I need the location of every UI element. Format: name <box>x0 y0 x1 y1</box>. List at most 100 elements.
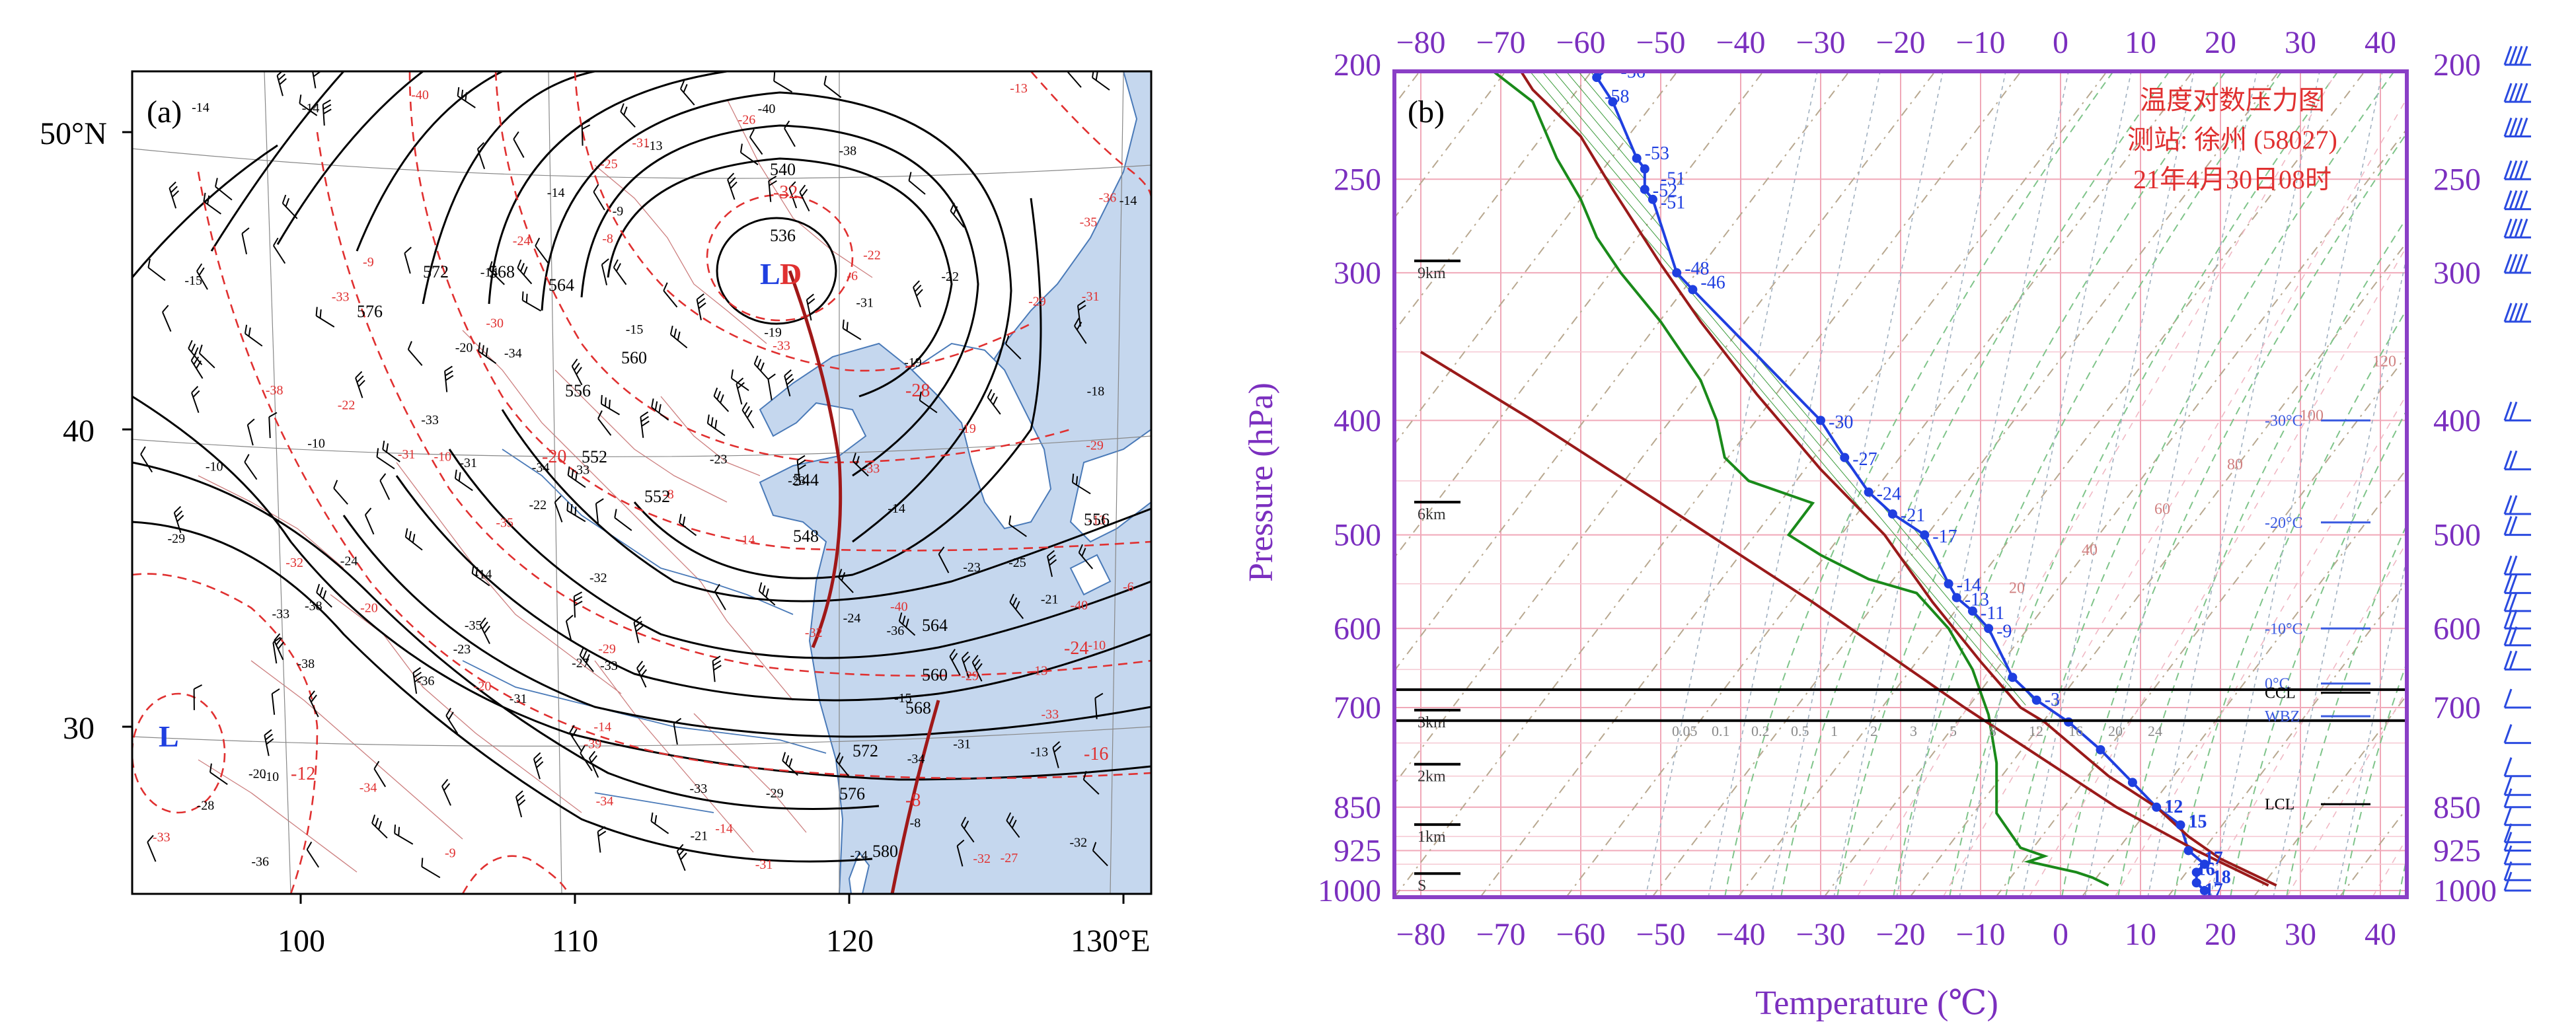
sounding-wind-barb <box>2503 592 2531 612</box>
wind-barb <box>633 616 644 643</box>
sounding-wind-barb <box>2503 555 2531 575</box>
sounding-value-label: -58 <box>1605 87 1629 107</box>
mixing-ratio-label: 3 <box>1910 723 1917 739</box>
y-tick-left: 250 <box>1334 162 1381 197</box>
wind-barb <box>614 509 632 531</box>
wind-barb <box>908 172 926 195</box>
height-contour-568 <box>210 71 1151 738</box>
wind-barb <box>333 480 348 505</box>
y-tick-left: 300 <box>1334 256 1381 291</box>
x-tick-top: −20 <box>1875 25 1925 60</box>
station-value: -9 <box>363 255 374 270</box>
level-marker: CCL <box>2265 684 2296 702</box>
station-value: -24 <box>340 554 358 568</box>
wind-barb <box>476 142 486 170</box>
wind-barb <box>1009 593 1024 620</box>
sounding-wind-barb <box>2503 118 2531 138</box>
sounding-value-label: 12 <box>2164 797 2183 817</box>
wind-barb <box>768 175 777 202</box>
wind-barb <box>299 94 318 116</box>
sounding-value-label: -53 <box>1645 143 1669 164</box>
height-marker: 2km <box>1418 768 1446 786</box>
x-tick-bottom: 30 <box>2285 917 2316 952</box>
wind-barb <box>1091 71 1110 91</box>
y-tick-right: 500 <box>2433 518 2481 553</box>
wind-barb <box>773 72 793 93</box>
sounding-value-label: -21 <box>1901 505 1925 526</box>
wind-barb <box>823 75 842 98</box>
wind-barb <box>404 528 423 551</box>
sounding-value-label: -14 <box>1957 575 1981 595</box>
sounding-point <box>1967 606 1977 616</box>
station-value: -31 <box>510 692 527 706</box>
station-value: -13 <box>1030 745 1048 760</box>
wind-barb <box>581 120 591 146</box>
wind-barb <box>471 564 490 587</box>
station-value: -36 <box>417 674 435 688</box>
station-value: -34 <box>907 752 925 766</box>
wind-barb <box>517 259 533 285</box>
sounding-point <box>1608 97 1618 107</box>
station-value: -13 <box>1030 663 1048 678</box>
x-tick-top: −40 <box>1716 25 1765 60</box>
wind-barb <box>478 342 497 364</box>
y-tick-right: 925 <box>2433 833 2481 868</box>
height-contour-label: 576 <box>839 784 865 803</box>
wind-barb <box>919 391 938 414</box>
wind-barb <box>696 293 706 320</box>
station-value: -29 <box>766 786 784 801</box>
low-center-label-sw: L <box>159 719 179 753</box>
wind-barb <box>597 826 607 853</box>
skewt-title-line-3: 21年4月30日08时 <box>2133 165 2331 194</box>
wind-barb <box>412 667 423 694</box>
station-value: -14 <box>1119 194 1137 208</box>
x-tick-top: 0 <box>2053 25 2068 60</box>
mixing-ratio-label: 0.1 <box>1712 723 1730 739</box>
sounding-wind-barb <box>2503 218 2531 238</box>
level-marker: WBZ <box>2265 708 2300 725</box>
y-tick-right: 250 <box>2433 162 2481 197</box>
station-value: -14 <box>480 266 498 280</box>
wind-barb <box>651 398 669 421</box>
sounding-value-label: -11 <box>1981 603 2004 624</box>
wind-barb <box>1005 335 1022 360</box>
station-value: -40 <box>758 102 776 116</box>
wind-barb <box>264 729 274 756</box>
sounding-value-label: -46 <box>1700 272 1725 293</box>
x-tick-bottom: −10 <box>1955 917 2005 952</box>
panel-b-label: (b) <box>1408 94 1445 129</box>
wind-barb <box>588 751 599 778</box>
station-value: -25 <box>1008 556 1026 570</box>
parcel-curve <box>1519 71 2277 887</box>
wind-barb <box>950 202 965 228</box>
sounding-point <box>2191 878 2201 888</box>
sounding-wind-barb <box>2503 190 2531 211</box>
height-contour-580 <box>132 521 873 863</box>
wind-barb <box>573 591 583 618</box>
station-value: -30 <box>486 316 504 330</box>
station-value: -22 <box>941 270 959 284</box>
station-value: -21 <box>1041 592 1059 606</box>
wind-barb <box>1077 300 1086 327</box>
wind-barb <box>1094 692 1104 719</box>
x-tick-top: −10 <box>1955 25 2005 60</box>
sounding-value-label: -51 <box>1661 193 1685 213</box>
y-tick-right: 1000 <box>2433 873 2497 908</box>
wind-barb <box>147 834 157 862</box>
wind-barb <box>961 817 975 843</box>
temp-contour-label: -32 <box>773 182 798 203</box>
station-value: -34 <box>360 780 377 795</box>
low-center-label: L <box>760 257 780 291</box>
wind-barb <box>273 237 286 264</box>
station-value: -22 <box>338 398 356 413</box>
y-tick-left: 700 <box>1334 690 1381 725</box>
station-value: -14 <box>715 821 733 836</box>
x-tick-top: 30 <box>2285 25 2316 60</box>
mixing-ratio-label: 5 <box>1950 723 1957 739</box>
wind-barb <box>1047 550 1057 577</box>
station-value: -23 <box>710 452 728 466</box>
y-tick-right: 400 <box>2433 403 2481 438</box>
y-tick-right: 300 <box>2433 256 2481 291</box>
height-contour-label: 552 <box>582 447 607 466</box>
wind-barb <box>788 181 798 209</box>
